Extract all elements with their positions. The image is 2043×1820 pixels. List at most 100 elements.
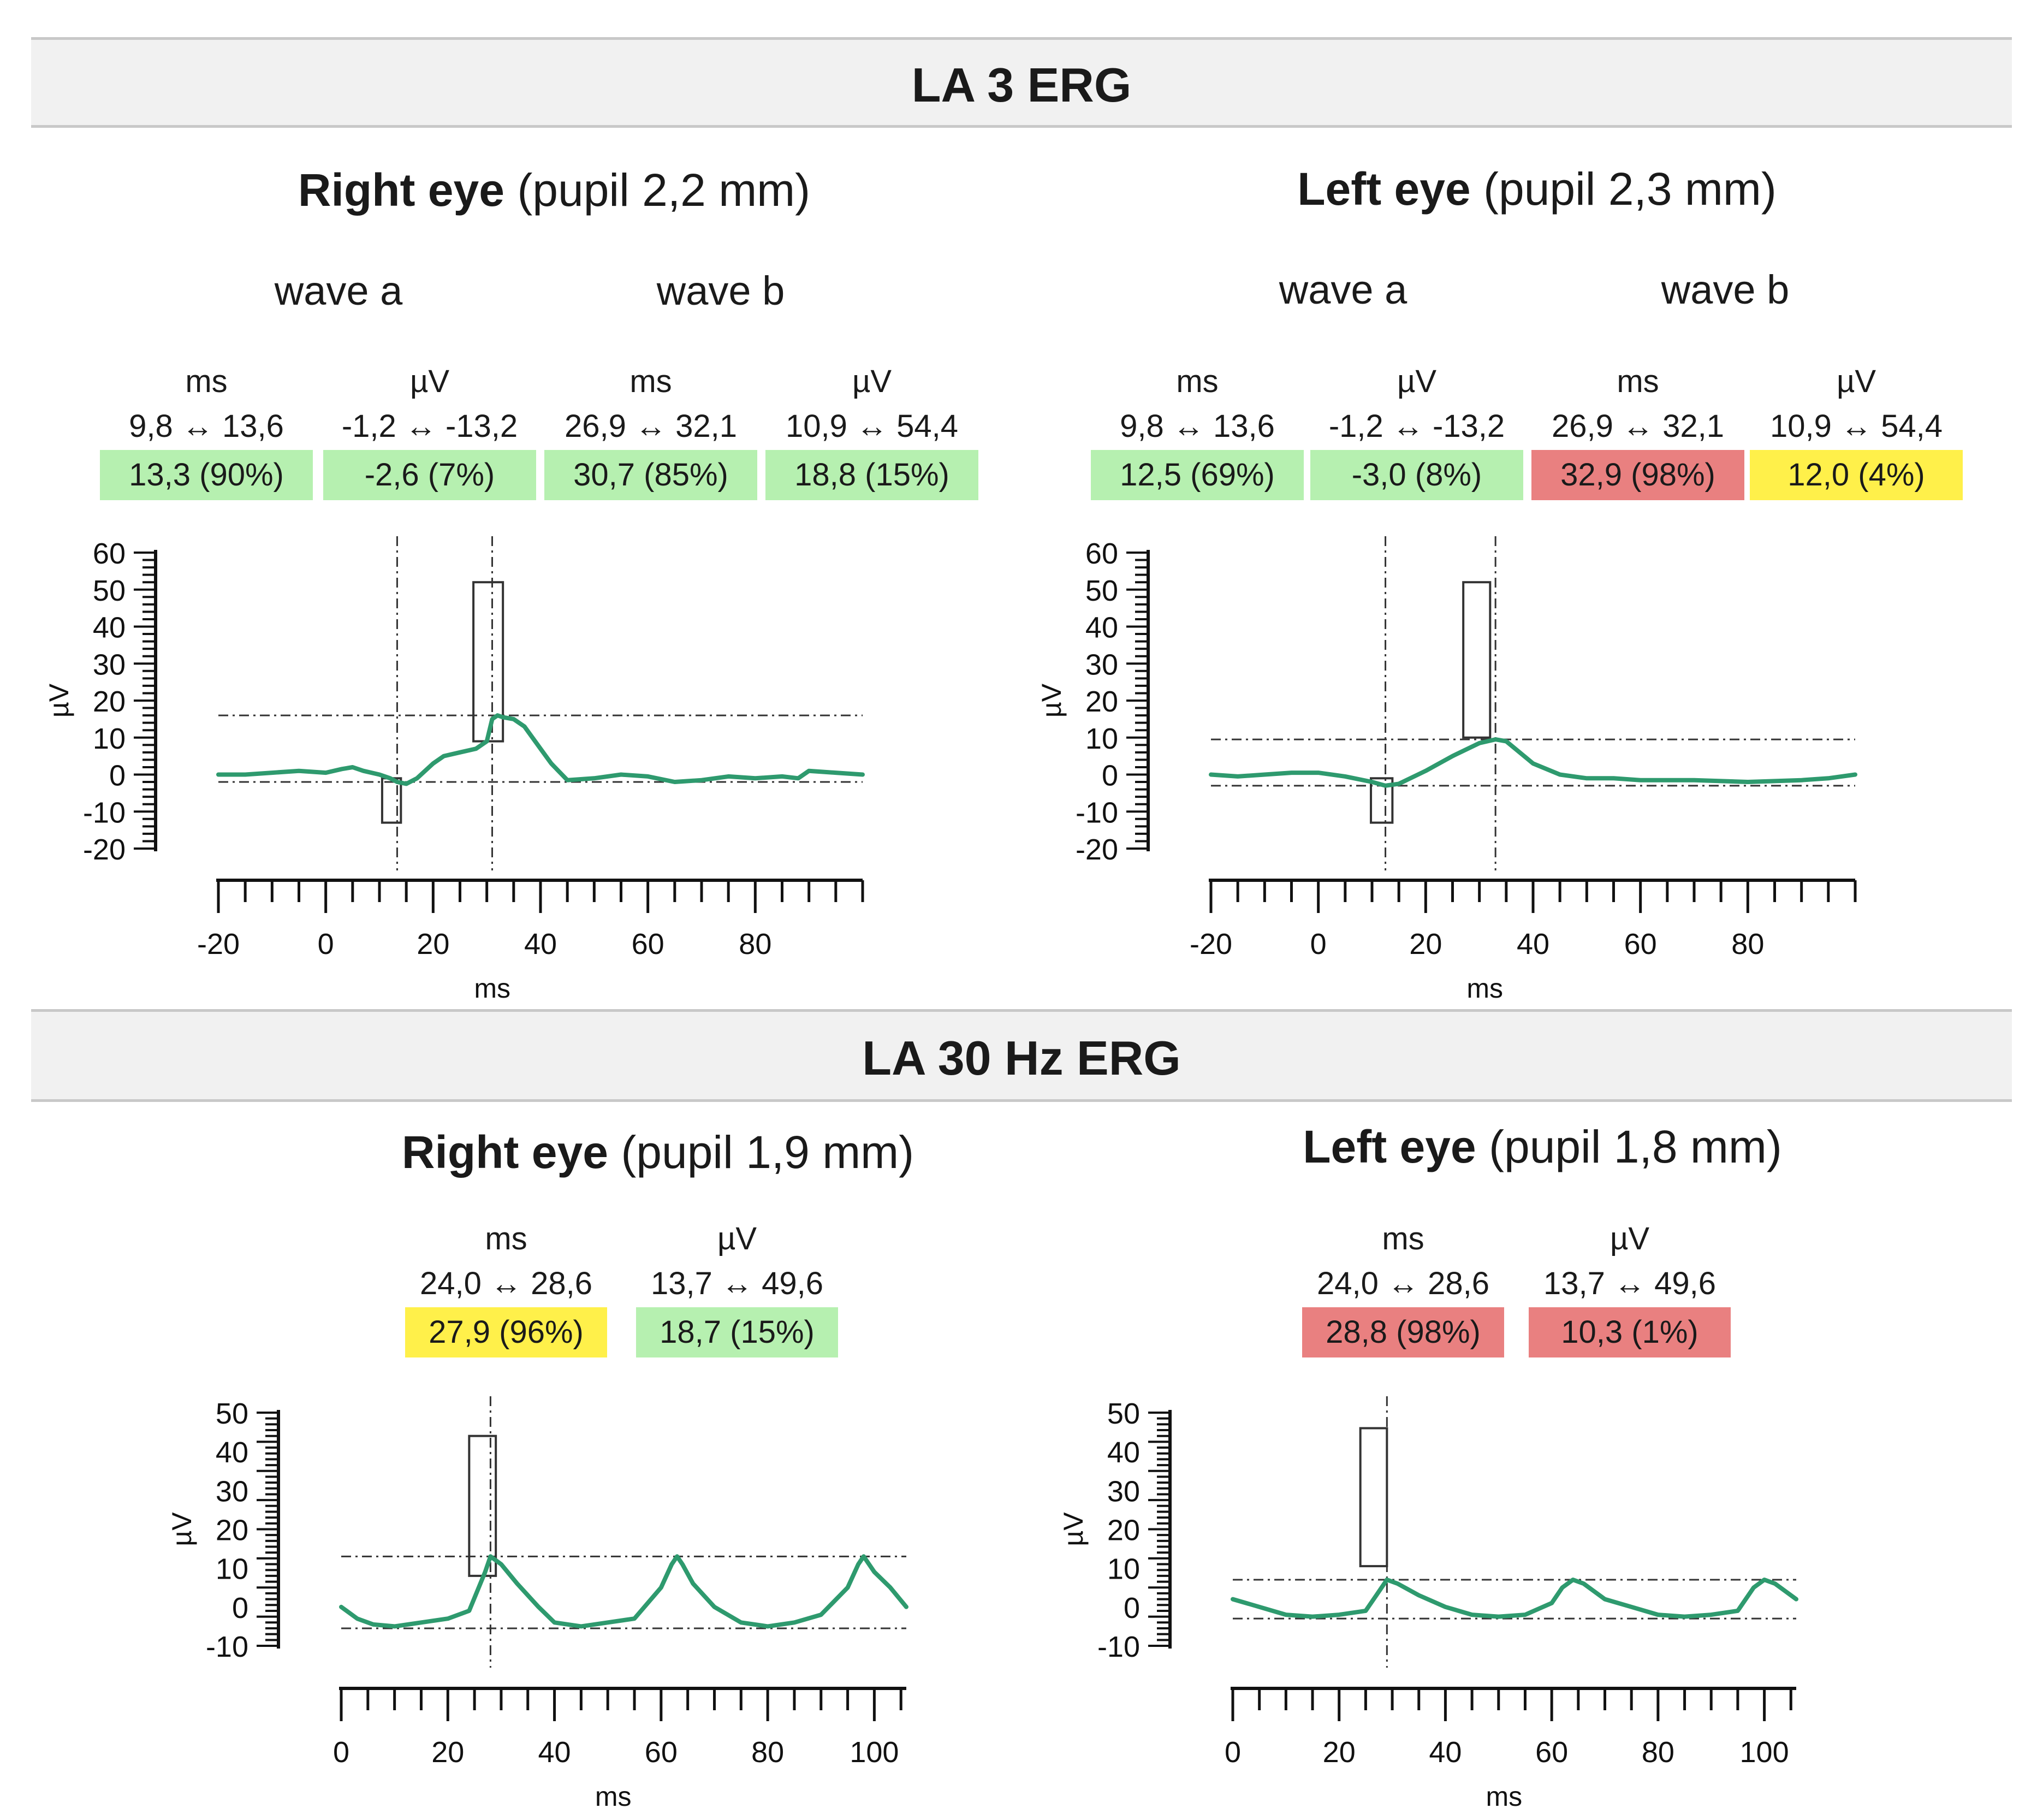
y-axis-title: µV: [167, 1512, 197, 1546]
measure-range: 10,9 ↔ 54,4: [1770, 408, 1943, 444]
measure-unit: ms: [629, 364, 672, 399]
measure-value: 30,7 (85%): [544, 450, 757, 500]
y-tick-label: -10: [1076, 796, 1118, 829]
y-axis-title: µV: [1036, 683, 1067, 718]
y-tick-label: 20: [1107, 1514, 1140, 1547]
measure-b-latency: ms 26,9 ↔ 32,1 30,7 (85%): [544, 360, 757, 500]
measure-range: 26,9 ↔ 32,1: [1552, 408, 1724, 444]
y-axis-title: µV: [44, 683, 74, 718]
x-tick-label: 0: [333, 1736, 349, 1769]
x-tick-label: 0: [1310, 928, 1327, 961]
wave-b-label: wave b: [656, 268, 785, 313]
measure-latency: ms 24,0 ↔ 28,6 28,8 (98%): [1302, 1218, 1504, 1357]
eye-title-la3-left: Left eye (pupil 2,3 mm): [1196, 163, 1878, 216]
erg-trace-line: [1209, 737, 1857, 788]
measure-value: 10,3 (1%): [1529, 1307, 1731, 1357]
measure-value: 28,8 (98%): [1302, 1307, 1504, 1357]
measure-unit: ms: [1176, 364, 1219, 399]
y-tick-label: 50: [216, 1397, 248, 1430]
y-tick-label: 40: [1107, 1436, 1140, 1469]
measure-range: 24,0 ↔ 28,6: [420, 1266, 592, 1301]
eye-title-la30-right: Right eye (pupil 1,9 mm): [317, 1126, 999, 1179]
pupil-size: (pupil 1,8 mm): [1489, 1121, 1782, 1172]
y-tick-label: 10: [93, 722, 126, 755]
erg-trace-line: [339, 1554, 908, 1629]
measure-amplitude: µV 13,7 ↔ 49,6 10,3 (1%): [1529, 1218, 1731, 1357]
measure-unit: µV: [717, 1221, 757, 1256]
x-tick-label: 80: [739, 928, 771, 961]
measure-value: 12,5 (69%): [1091, 450, 1304, 500]
measure-range: 13,7 ↔ 49,6: [1543, 1266, 1716, 1301]
pupil-size: (pupil 1,9 mm): [621, 1127, 914, 1178]
x-axis-title: ms: [474, 973, 510, 1004]
measure-range: -1,2 ↔ -13,2: [341, 408, 518, 444]
measure-unit: ms: [1382, 1221, 1424, 1256]
measure-a-amplitude: µV -1,2 ↔ -13,2 -3,0 (8%): [1310, 360, 1523, 500]
measure-value: 27,9 (96%): [405, 1307, 607, 1357]
y-tick-label: 30: [1085, 648, 1118, 681]
x-tick-label: 20: [1323, 1736, 1356, 1769]
measure-value: 32,9 (98%): [1531, 450, 1744, 500]
eye-title-la3-right: Right eye (pupil 2,2 mm): [213, 164, 895, 217]
y-axis-title: µV: [1058, 1512, 1089, 1546]
measure-value: 12,0 (4%): [1750, 450, 1963, 500]
eye-label: Right eye: [298, 164, 504, 216]
x-tick-label: -20: [197, 928, 240, 961]
wave-b-label: wave b: [1661, 267, 1790, 312]
measure-unit: µV: [1610, 1221, 1650, 1256]
x-tick-label: 60: [632, 928, 664, 961]
x-axis-title: ms: [1486, 1781, 1522, 1812]
y-tick-label: 10: [1107, 1553, 1140, 1586]
x-tick-label: 0: [318, 928, 334, 961]
section-title: LA 30 Hz ERG: [862, 1031, 1181, 1085]
measure-unit: µV: [852, 364, 892, 399]
section-header-la30: LA 30 Hz ERG: [31, 1009, 2012, 1102]
x-tick-label: 40: [1517, 928, 1549, 961]
measure-unit: ms: [1617, 364, 1659, 399]
y-tick-label: 0: [1124, 1592, 1140, 1625]
y-tick-label: 30: [216, 1475, 248, 1508]
measure-latency: ms 24,0 ↔ 28,6 27,9 (96%): [405, 1218, 607, 1357]
x-tick-label: 40: [524, 928, 557, 961]
measure-range: 24,0 ↔ 28,6: [1317, 1266, 1489, 1301]
measure-value: 18,7 (15%): [636, 1307, 838, 1357]
eye-title-la30-left: Left eye (pupil 1,8 mm): [1201, 1121, 1884, 1173]
measure-value: -2,6 (7%): [323, 450, 536, 500]
x-tick-label: 60: [645, 1736, 678, 1769]
pupil-size: (pupil 2,2 mm): [517, 164, 811, 216]
eye-label: Left eye: [1303, 1121, 1476, 1172]
y-tick-label: 40: [216, 1436, 248, 1469]
y-tick-label: 20: [216, 1514, 248, 1547]
measure-unit: µV: [1836, 364, 1876, 399]
x-tick-label: 80: [1642, 1736, 1674, 1769]
measure-range: 13,7 ↔ 49,6: [651, 1266, 823, 1301]
x-tick-label: 20: [417, 928, 449, 961]
measure-a-amplitude: µV -1,2 ↔ -13,2 -2,6 (7%): [323, 360, 536, 500]
x-tick-label: 40: [538, 1736, 571, 1769]
y-tick-label: -20: [1076, 833, 1118, 866]
eye-label: Left eye: [1297, 163, 1471, 215]
section-header-la3: LA 3 ERG: [31, 37, 2012, 128]
y-tick-label: 40: [93, 612, 126, 644]
measure-b-amplitude: µV 10,9 ↔ 54,4 18,8 (15%): [765, 360, 978, 500]
x-tick-label: -20: [1190, 928, 1232, 961]
measure-amplitude: µV 13,7 ↔ 49,6 18,7 (15%): [636, 1218, 838, 1357]
pupil-size: (pupil 2,3 mm): [1483, 163, 1777, 215]
x-tick-label: 0: [1225, 1736, 1241, 1769]
x-tick-label: 80: [751, 1736, 784, 1769]
x-tick-label: 20: [1409, 928, 1442, 961]
normal-range-box: [1462, 581, 1492, 739]
y-tick-label: 60: [1085, 537, 1118, 570]
wave-a-label: wave a: [1279, 267, 1407, 312]
y-tick-label: -20: [83, 833, 126, 866]
y-tick-label: 20: [1085, 685, 1118, 718]
eye-label: Right eye: [401, 1127, 608, 1178]
measure-unit: µV: [1397, 364, 1437, 399]
measure-range: 10,9 ↔ 54,4: [786, 408, 958, 444]
measure-range: 26,9 ↔ 32,1: [565, 408, 737, 444]
y-tick-label: 50: [1085, 574, 1118, 607]
measure-value: 13,3 (90%): [100, 450, 313, 500]
